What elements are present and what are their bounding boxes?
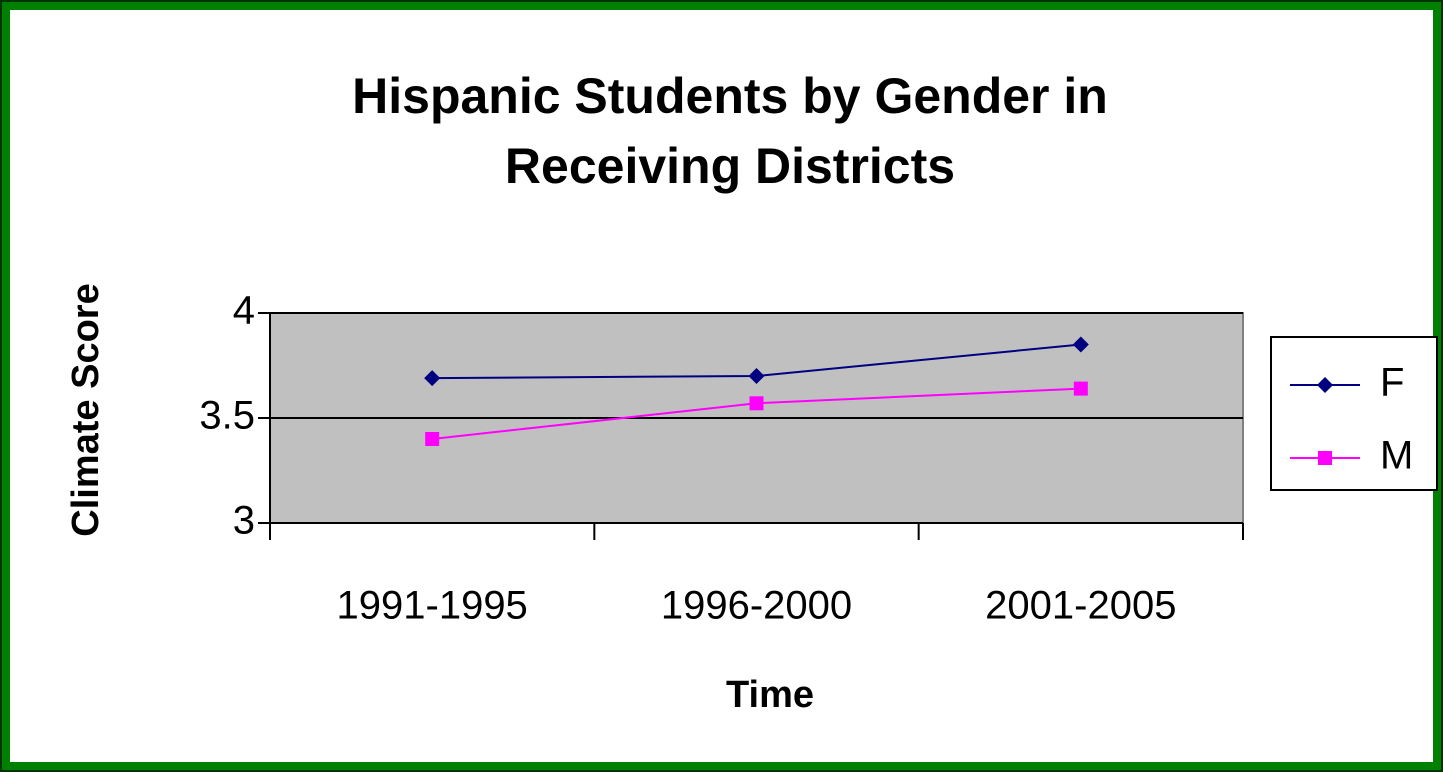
y-tick-label: 4 [233,289,255,333]
x-axis-label: Time [726,674,814,716]
legend [1270,336,1438,491]
y-tick-label: 3 [233,499,255,543]
x-tick-label: 2001-2005 [985,584,1176,628]
y-tick-label: 3.5 [199,394,255,438]
x-tick-label: 1996-2000 [661,584,852,628]
legend-label: F [1380,361,1404,405]
legend-label: M [1380,434,1413,478]
x-tick-label: 1991-1995 [337,584,528,628]
legend-marker [1317,377,1333,393]
data-point [748,368,765,384]
data-point [424,370,441,387]
chart-title: Receiving Districts [505,138,955,194]
data-point [1073,381,1088,396]
data-point [425,432,440,446]
y-axis-label: Climate Score [65,283,107,536]
chart-title: Hispanic Students by Gender in [352,68,1108,124]
data-point [1072,336,1089,353]
legend-marker [1318,451,1332,465]
data-point [749,396,764,411]
